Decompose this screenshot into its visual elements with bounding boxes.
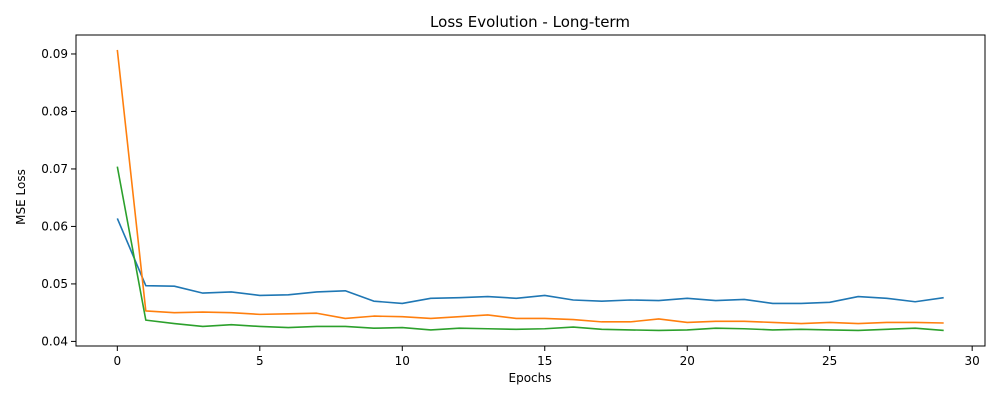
y-tick-label: 0.05 <box>41 277 68 291</box>
chart-title: Loss Evolution - Long-term <box>430 13 630 31</box>
series-line-1 <box>116 218 944 305</box>
x-tick-label: 5 <box>256 354 264 368</box>
series-line-3 <box>116 166 944 332</box>
x-tick-label: 10 <box>395 354 410 368</box>
y-tick-label: 0.04 <box>41 334 68 348</box>
x-tick-label: 0 <box>113 354 121 368</box>
ticks-layer: 0 5 10 15 20 25 30 0.04 0.05 0.06 0.07 0.08 0.09 <box>41 47 980 368</box>
series-line-2 <box>116 49 944 325</box>
x-tick-label: 20 <box>680 354 695 368</box>
series-layer <box>116 49 944 332</box>
y-tick-label: 0.07 <box>41 162 68 176</box>
y-axis-label: MSE Loss <box>14 169 28 225</box>
x-tick-label: 15 <box>537 354 552 368</box>
y-tick-label: 0.08 <box>41 104 68 118</box>
x-tick-label: 25 <box>822 354 837 368</box>
y-tick-label: 0.09 <box>41 47 68 61</box>
x-axis-label: Epochs <box>509 371 552 385</box>
y-tick-label: 0.06 <box>41 219 68 233</box>
plot-frame <box>75 34 986 347</box>
x-tick-label: 30 <box>965 354 980 368</box>
